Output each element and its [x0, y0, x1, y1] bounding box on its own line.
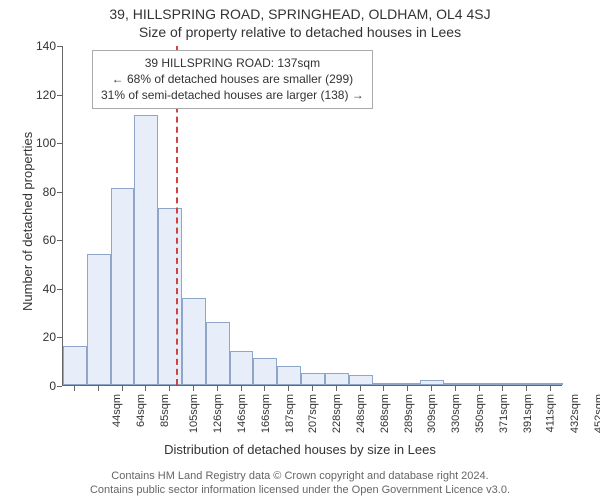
x-tick-label: 187sqm: [284, 394, 296, 433]
footer-line1: Contains HM Land Registry data © Crown c…: [0, 470, 600, 482]
annotation-line: ← 68% of detached houses are smaller (29…: [101, 71, 364, 87]
histogram-bar: [420, 380, 444, 385]
x-tick: [241, 386, 242, 391]
x-tick: [145, 386, 146, 391]
x-tick-label: 371sqm: [498, 394, 510, 433]
y-axis-label: Number of detached properties: [20, 132, 35, 311]
histogram-chart: 39, HILLSPRING ROAD, SPRINGHEAD, OLDHAM,…: [0, 0, 600, 500]
x-tick: [383, 386, 384, 391]
y-tick-label: 40: [43, 282, 56, 296]
histogram-bar: [230, 351, 254, 385]
x-tick: [431, 386, 432, 391]
footer-line2: Contains public sector information licen…: [0, 484, 600, 496]
histogram-bar: [444, 383, 468, 385]
histogram-bar: [111, 188, 135, 385]
y-tick: [57, 240, 62, 241]
x-tick: [336, 386, 337, 391]
histogram-bar: [63, 346, 87, 385]
x-tick-label: 126sqm: [212, 394, 224, 433]
x-tick-label: 85sqm: [159, 394, 171, 427]
x-tick: [264, 386, 265, 391]
y-tick-label: 100: [36, 136, 56, 150]
x-tick-label: 411sqm: [545, 394, 557, 432]
x-tick-label: 452sqm: [593, 394, 600, 433]
y-tick-label: 140: [36, 39, 56, 53]
x-tick-label: 350sqm: [474, 394, 486, 433]
histogram-bar: [373, 383, 397, 385]
x-tick-label: 268sqm: [379, 394, 391, 433]
x-tick-label: 289sqm: [403, 394, 415, 433]
x-tick: [526, 386, 527, 391]
chart-title-line2: Size of property relative to detached ho…: [0, 24, 600, 40]
histogram-bar: [134, 115, 158, 385]
histogram-bar: [182, 298, 206, 385]
x-tick-label: 309sqm: [427, 394, 439, 433]
y-tick: [57, 192, 62, 193]
annotation-box: 39 HILLSPRING ROAD: 137sqm ← 68% of deta…: [92, 50, 373, 109]
annotation-line: 39 HILLSPRING ROAD: 137sqm: [101, 55, 364, 71]
histogram-bar: [301, 373, 325, 385]
x-tick-label: 44sqm: [111, 394, 123, 427]
y-tick-label: 60: [43, 233, 56, 247]
annotation-line: 31% of semi-detached houses are larger (…: [101, 87, 364, 103]
y-tick: [57, 386, 62, 387]
x-tick: [407, 386, 408, 391]
histogram-bar: [349, 375, 373, 385]
histogram-bar: [206, 322, 230, 385]
histogram-bar: [539, 383, 563, 385]
histogram-bar: [253, 358, 277, 385]
histogram-bar: [325, 373, 349, 385]
y-tick: [57, 46, 62, 47]
x-tick: [288, 386, 289, 391]
y-tick-label: 80: [43, 185, 56, 199]
histogram-bar: [468, 383, 492, 385]
x-tick-label: 207sqm: [308, 394, 320, 433]
y-tick-label: 20: [43, 330, 56, 344]
x-tick: [169, 386, 170, 391]
histogram-bar: [277, 366, 301, 385]
x-tick-label: 146sqm: [236, 394, 248, 433]
histogram-bar: [396, 383, 420, 385]
y-tick: [57, 95, 62, 96]
histogram-bar: [158, 208, 182, 385]
x-tick: [122, 386, 123, 391]
y-tick-label: 0: [49, 379, 56, 393]
histogram-bar: [492, 383, 516, 385]
x-tick: [74, 386, 75, 391]
x-tick-label: 391sqm: [522, 394, 534, 433]
x-tick: [455, 386, 456, 391]
chart-title-line1: 39, HILLSPRING ROAD, SPRINGHEAD, OLDHAM,…: [0, 6, 600, 22]
y-tick: [57, 289, 62, 290]
x-tick: [312, 386, 313, 391]
x-tick-label: 248sqm: [355, 394, 367, 433]
x-axis-label: Distribution of detached houses by size …: [0, 442, 600, 457]
x-tick-label: 105sqm: [188, 394, 200, 433]
x-tick: [360, 386, 361, 391]
x-tick-label: 166sqm: [260, 394, 272, 433]
x-tick: [98, 386, 99, 391]
x-tick: [217, 386, 218, 391]
x-tick-label: 330sqm: [450, 394, 462, 433]
x-tick: [479, 386, 480, 391]
x-tick: [193, 386, 194, 391]
x-tick-label: 432sqm: [569, 394, 581, 433]
x-tick: [502, 386, 503, 391]
y-tick-label: 120: [36, 88, 56, 102]
histogram-bar: [515, 383, 539, 385]
histogram-bar: [87, 254, 111, 385]
y-tick: [57, 143, 62, 144]
x-tick-label: 228sqm: [331, 394, 343, 433]
x-tick-label: 64sqm: [135, 394, 147, 427]
y-tick: [57, 337, 62, 338]
x-tick: [550, 386, 551, 391]
